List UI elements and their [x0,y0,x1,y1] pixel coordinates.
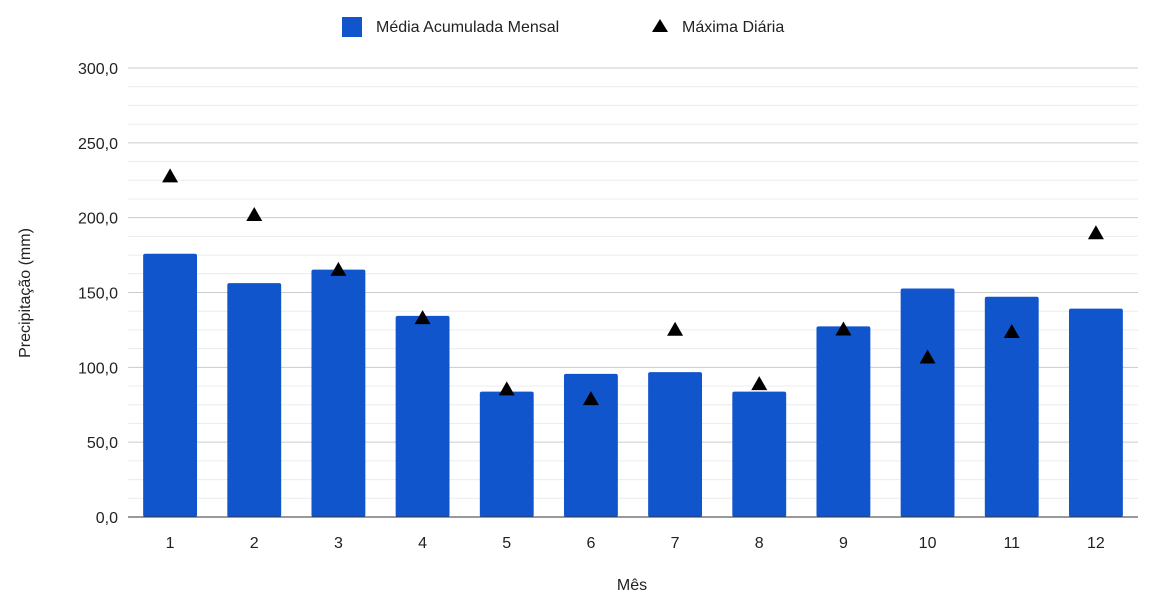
marker-month-12 [1087,225,1104,240]
marker-month-9 [835,321,852,336]
x-tick-label: 1 [166,535,175,552]
bar-month-6 [563,373,618,517]
y-tick-label: 0,0 [96,510,118,527]
legend-label-triangle: Máxima Diária [682,19,784,36]
legend-swatch-bars [342,17,362,37]
legend-swatch-triangle [652,19,668,32]
legend: Média Acumulada Mensal Máxima Diária [342,17,784,37]
y-axis-ticks: 0,0 50,0 100,0 150,0 200,0 250,0 300,0 [78,61,118,527]
marker-month-11 [1003,324,1020,339]
x-tick-label: 12 [1087,535,1105,552]
legend-label-bars: Média Acumulada Mensal [376,19,559,36]
y-tick-label: 100,0 [78,360,118,377]
marker-month-8 [751,376,768,391]
marker-series [162,168,1104,406]
marker-month-10 [919,349,936,364]
y-tick-label: 300,0 [78,61,118,78]
x-axis-title: Mês [617,577,647,594]
x-tick-label: 10 [919,535,937,552]
marker-month-6 [582,391,599,406]
x-tick-label: 6 [586,535,595,552]
bar-month-5 [479,391,534,517]
y-tick-label: 150,0 [78,286,118,303]
bar-month-12 [1068,308,1123,517]
y-tick-label: 250,0 [78,136,118,153]
x-tick-label: 5 [502,535,511,552]
bar-month-1 [143,253,198,517]
marker-month-2 [246,206,263,221]
bar-month-2 [227,283,282,517]
marker-month-5 [498,381,515,396]
x-tick-label: 2 [250,535,259,552]
bar-month-11 [984,296,1039,517]
y-axis-title: Precipitação (mm) [17,228,34,358]
x-tick-label: 9 [839,535,848,552]
marker-month-7 [667,321,684,336]
y-tick-label: 50,0 [87,435,118,452]
marker-month-3 [330,261,347,276]
bar-month-4 [395,315,450,517]
x-tick-label: 11 [1003,535,1020,552]
x-tick-label: 4 [418,535,427,552]
gridlines [128,67,1138,499]
bar-series [143,253,1123,517]
x-tick-label: 8 [755,535,764,552]
y-tick-label: 200,0 [78,211,118,228]
x-tick-label: 7 [671,535,680,552]
bar-month-8 [732,391,787,517]
x-tick-label: 3 [334,535,343,552]
marker-month-4 [414,310,431,325]
bar-month-9 [816,326,871,517]
bar-month-10 [900,288,955,517]
marker-month-1 [162,168,179,183]
bar-month-3 [311,269,366,517]
x-axis-ticks: 1 2 3 4 5 6 7 8 9 10 11 12 [166,535,1105,552]
bar-month-7 [648,372,703,517]
